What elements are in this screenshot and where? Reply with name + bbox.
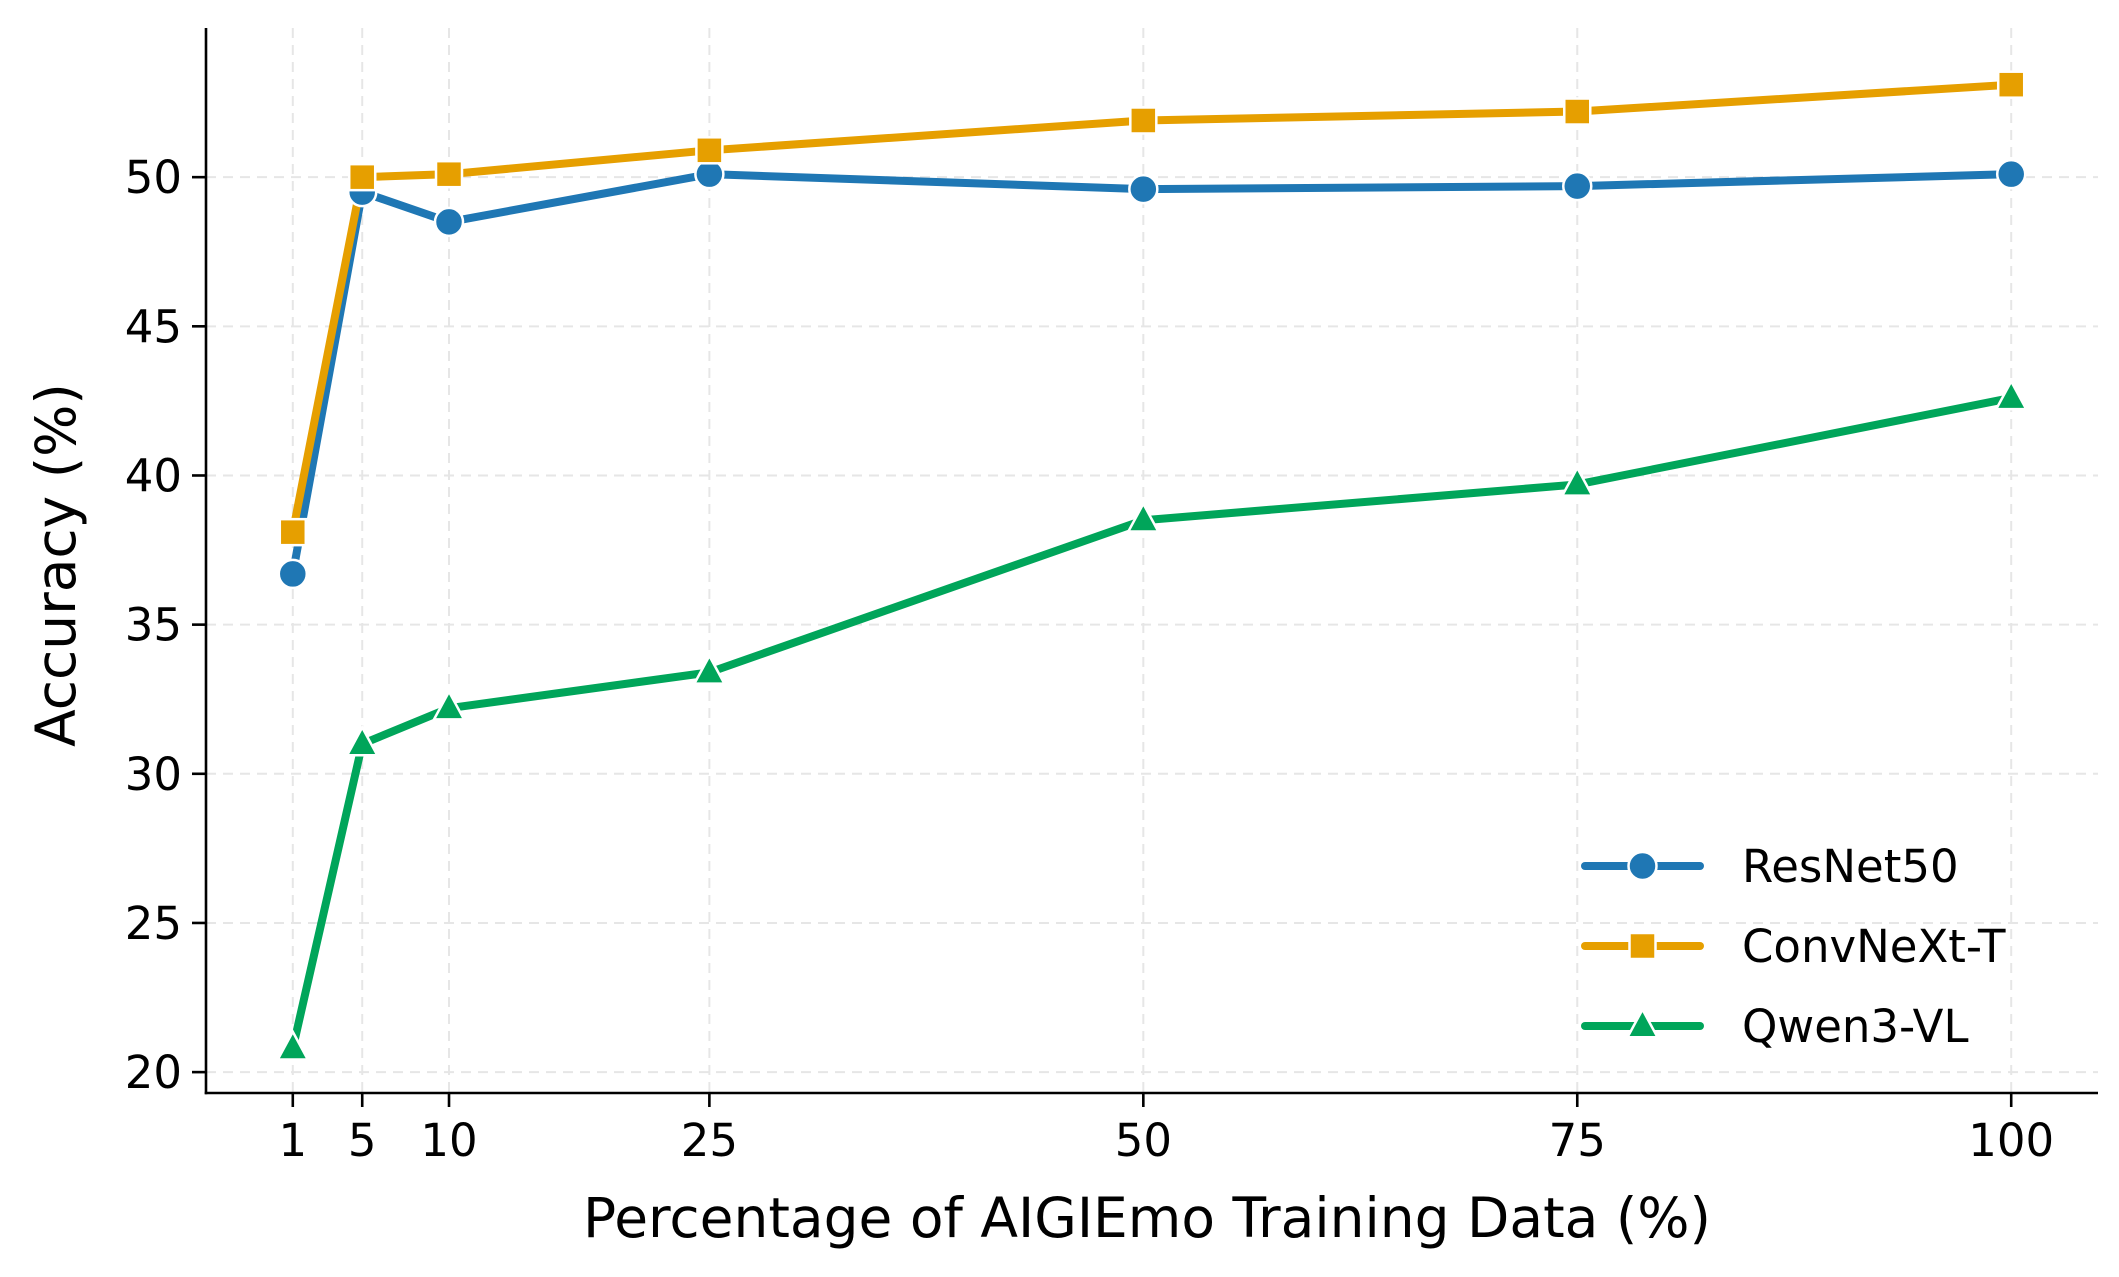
x-tick-label: 10 bbox=[420, 1114, 477, 1167]
x-tick-label: 5 bbox=[348, 1114, 377, 1167]
series-line-resnet50 bbox=[288, 170, 2016, 578]
data-point-qwen3-vl bbox=[692, 653, 727, 685]
legend-marker-convnext-t bbox=[1628, 931, 1657, 961]
axes bbox=[192, 28, 2098, 1107]
series-markers bbox=[275, 70, 2029, 1061]
data-point-qwen3-vl bbox=[431, 689, 467, 721]
legend-label-convnext-t: ConvNeXt-T bbox=[1742, 920, 2006, 973]
y-tick-label: 50 bbox=[125, 151, 182, 204]
y-tick-label: 45 bbox=[125, 300, 182, 353]
tick-labels: 1 5 10 25 50 75 100 20 25 30 35 40 45 50 bbox=[125, 151, 2054, 1167]
y-tick-label: 35 bbox=[125, 599, 182, 652]
legend-label-resnet50: ResNet50 bbox=[1742, 840, 1959, 893]
data-point-convnext-t bbox=[278, 517, 308, 547]
x-tick-label: 50 bbox=[1115, 1114, 1172, 1167]
data-point-qwen3-vl bbox=[345, 724, 380, 757]
data-point-resnet50 bbox=[1562, 170, 1593, 202]
y-tick-label: 40 bbox=[125, 449, 182, 502]
data-point-qwen3-vl bbox=[1560, 465, 1595, 497]
data-point-qwen3-vl bbox=[1126, 501, 1161, 533]
legend-marker-qwen3-vl bbox=[1625, 1006, 1660, 1039]
y-axis-title: Accuracy (%) bbox=[24, 383, 88, 747]
series-lines bbox=[288, 80, 2016, 1053]
data-point-convnext-t bbox=[347, 162, 377, 192]
x-axis-title: Percentage of AIGIEmo Training Data (%) bbox=[583, 1186, 1711, 1250]
data-point-convnext-t bbox=[695, 136, 724, 165]
x-tick-label: 25 bbox=[681, 1114, 738, 1167]
data-point-resnet50 bbox=[277, 558, 309, 590]
data-point-convnext-t bbox=[1129, 106, 1158, 135]
data-point-resnet50 bbox=[433, 206, 465, 238]
data-point-qwen3-vl bbox=[1994, 378, 2029, 411]
data-point-convnext-t bbox=[1563, 97, 1592, 126]
y-tick-label: 25 bbox=[125, 897, 182, 950]
data-point-resnet50 bbox=[1995, 158, 2027, 190]
data-point-resnet50 bbox=[1128, 173, 1159, 205]
y-tick-label: 30 bbox=[125, 748, 182, 801]
x-tick-label: 1 bbox=[278, 1114, 307, 1167]
y-tick-label: 20 bbox=[125, 1046, 182, 1099]
x-tick-label: 75 bbox=[1549, 1114, 1606, 1167]
legend-label-qwen3-vl: Qwen3-VL bbox=[1742, 1000, 1969, 1053]
x-tick-label: 100 bbox=[1968, 1114, 2054, 1167]
series-line-convnext-t bbox=[288, 80, 2016, 537]
legend-marker-resnet50 bbox=[1627, 850, 1658, 882]
data-point-qwen3-vl bbox=[275, 1029, 310, 1061]
data-point-convnext-t bbox=[434, 159, 464, 189]
data-point-convnext-t bbox=[1996, 70, 2026, 99]
legend: ResNet50 ConvNeXt-T Qwen3-VL bbox=[1581, 840, 2006, 1053]
